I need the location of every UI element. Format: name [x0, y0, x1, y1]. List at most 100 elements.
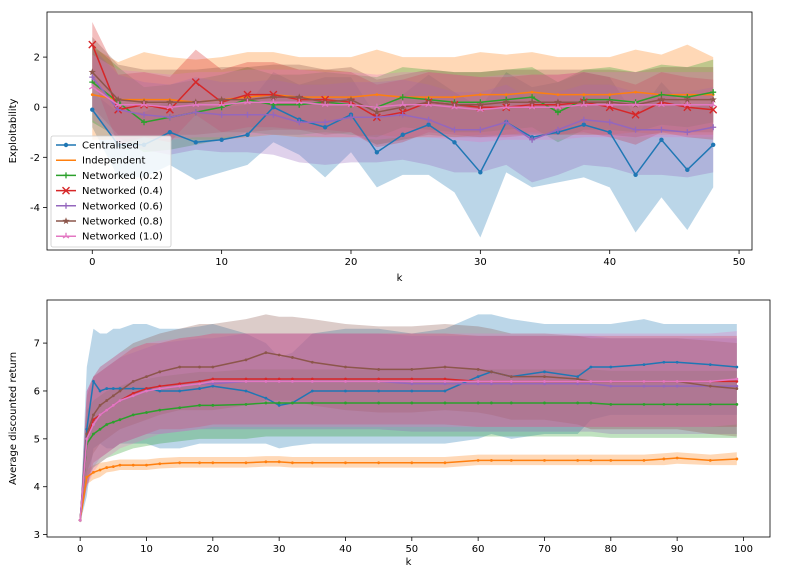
- data-point: [344, 377, 347, 381]
- data-point: [708, 363, 712, 367]
- data-point: [374, 150, 380, 155]
- data-point: [218, 101, 225, 108]
- data-point: [88, 40, 97, 49]
- data-point: [662, 402, 666, 406]
- series-line-6: [79, 378, 737, 521]
- data-point: [632, 126, 639, 133]
- data-point: [443, 461, 447, 465]
- y-tick-label: 6: [34, 386, 40, 397]
- data-point: [166, 98, 174, 106]
- data-point: [684, 129, 691, 136]
- data-point: [264, 351, 268, 355]
- data-point: [322, 125, 328, 130]
- data-point: [608, 93, 612, 97]
- data-point: [244, 389, 248, 393]
- data-point: [476, 106, 484, 113]
- data-point: [373, 108, 381, 116]
- data-point: [277, 460, 281, 464]
- data-point: [244, 98, 251, 105]
- legend-label-3: Networked (0.4): [82, 186, 163, 197]
- data-point: [131, 413, 135, 417]
- y-tick-label: 3: [34, 530, 40, 541]
- data-point: [710, 124, 717, 131]
- data-point: [606, 119, 613, 126]
- data-point: [92, 413, 95, 417]
- data-point: [145, 375, 148, 379]
- data-point: [277, 377, 281, 381]
- data-point: [347, 101, 355, 108]
- series-line-2: [79, 402, 737, 521]
- data-point: [683, 95, 691, 103]
- data-point: [589, 365, 593, 369]
- data-point: [211, 461, 215, 465]
- data-point: [264, 460, 268, 464]
- data-point: [735, 402, 739, 406]
- data-point: [476, 458, 480, 462]
- data-point: [310, 360, 314, 364]
- data-point: [410, 379, 414, 383]
- legend: Centralised Independent Networked (0.2) Net…: [50, 135, 172, 248]
- legend-label-0: Centralised: [82, 141, 139, 152]
- data-point: [111, 403, 115, 407]
- data-point: [476, 375, 480, 379]
- data-point: [377, 461, 381, 465]
- data-point: [504, 93, 508, 97]
- data-point: [683, 101, 691, 108]
- data-point: [503, 119, 510, 126]
- data-point: [502, 103, 510, 110]
- legend-label-1: Independent: [82, 156, 145, 167]
- data-point: [708, 379, 712, 383]
- data-point: [141, 119, 148, 126]
- data-point: [310, 401, 314, 405]
- data-point: [62, 186, 70, 195]
- data-point: [291, 379, 294, 383]
- data-point: [451, 103, 458, 110]
- plot-frame: [46, 299, 771, 538]
- data-point: [270, 111, 277, 118]
- return-chart: 0 10 20 30 40 50 60 70 80 90 100 3 4 5 6 7 k Average disc…: [8, 299, 771, 568]
- data-point: [219, 137, 224, 142]
- data-point: [490, 370, 493, 374]
- data-point: [476, 379, 480, 383]
- data-point: [642, 402, 646, 406]
- x-tick-label: 30: [474, 257, 487, 268]
- data-point: [708, 384, 712, 388]
- data-point: [198, 461, 201, 465]
- data-point: [178, 406, 182, 410]
- data-point: [735, 379, 739, 383]
- data-point: [198, 387, 201, 390]
- data-point: [426, 122, 431, 127]
- data-point: [589, 458, 593, 462]
- x-tick-label: 40: [339, 544, 352, 555]
- data-point: [576, 375, 580, 379]
- data-point: [295, 93, 303, 101]
- data-point: [477, 126, 484, 133]
- data-point: [92, 432, 95, 436]
- data-point: [111, 465, 115, 469]
- x-tick-label: 30: [273, 544, 286, 555]
- data-point: [509, 379, 513, 383]
- data-point: [662, 360, 666, 364]
- data-point: [453, 95, 456, 99]
- data-point: [657, 95, 666, 103]
- data-point: [576, 458, 580, 462]
- data-point: [509, 382, 513, 386]
- data-point: [218, 111, 225, 118]
- x-tick-label: 10: [215, 257, 228, 268]
- data-point: [277, 353, 281, 357]
- legend-label-5: Networked (0.8): [82, 217, 163, 228]
- data-point: [118, 387, 122, 390]
- x-tick-label: 50: [405, 544, 418, 555]
- data-point: [158, 389, 162, 393]
- data-point: [576, 382, 580, 386]
- data-point: [543, 458, 546, 462]
- y-tick-label: -2: [30, 153, 40, 164]
- data-point: [490, 382, 493, 386]
- data-point: [607, 130, 612, 135]
- data-point: [410, 377, 414, 381]
- data-point: [347, 95, 355, 103]
- data-point: [377, 368, 381, 371]
- data-point: [478, 170, 483, 175]
- data-point: [63, 142, 69, 148]
- data-point: [98, 403, 102, 407]
